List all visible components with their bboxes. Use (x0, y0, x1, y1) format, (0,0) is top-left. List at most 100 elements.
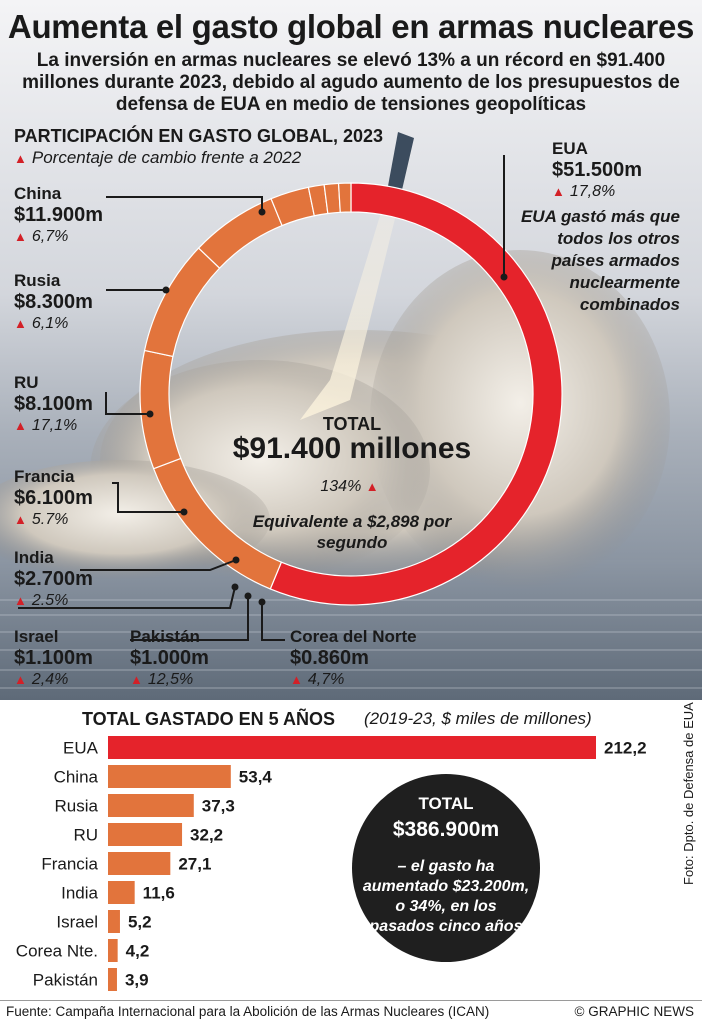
bar-value-rusia: 37,3 (202, 797, 235, 816)
bar-label-pakistan: Pakistán (33, 971, 98, 990)
donut-total-note: Equivalente a $2,898 por segundo (252, 512, 452, 552)
bar-india (108, 881, 135, 904)
bar-label-francia: Francia (41, 855, 98, 874)
amount-francia: $6.100m (14, 487, 93, 509)
amount-pakistan: $1.000m (130, 647, 209, 669)
donut-total-change: 134% ▲ (320, 478, 379, 495)
country-name-ru: RU (14, 373, 39, 392)
leader-line-ru (105, 392, 150, 415)
up-triangle-icon: ▲ (14, 229, 27, 244)
legend-note-text: Porcentaje de cambio frente a 2022 (31, 148, 302, 167)
country-name-pakistan: Pakistán (130, 627, 200, 646)
change-rusia: ▲ 6,1% (14, 315, 69, 332)
leader-line-pakistan (130, 596, 249, 641)
bar-value-china: 53,4 (239, 768, 273, 787)
leader-dot-corea-del-norte (258, 598, 266, 606)
bar-value-israel: 5,2 (128, 913, 152, 932)
leader-line-israel (18, 586, 236, 609)
bar-value-francia: 27,1 (178, 855, 211, 874)
bar-value-corea-nte: 4,2 (126, 942, 150, 961)
change-pakistan: ▲ 12,5% (130, 671, 194, 688)
leader-lines (18, 155, 505, 641)
label-israel: Israel $1.100m ▲ 2,4% (14, 626, 93, 690)
five-year-total-note: – el gasto ha aumentado $23.200m, o 34%,… (362, 858, 530, 935)
bar-ru (108, 823, 183, 846)
label-pakistan: Pakistán $1.000m ▲ 12,5% (130, 626, 209, 690)
bar-label-eua: EUA (63, 739, 99, 758)
bar-china (108, 765, 231, 788)
bar-value-pakistan: 3,9 (125, 971, 149, 990)
donut-slice-ru (143, 247, 221, 358)
brand-credit: © GRAPHIC NEWS (574, 1004, 694, 1019)
change-ru: ▲ 17,1% (14, 417, 78, 434)
donut-slices (139, 182, 563, 606)
amount-corea-del-norte: $0.860m (290, 647, 369, 669)
donut-slice-eua (269, 182, 563, 606)
bar-eua (108, 736, 596, 759)
leader-dot-francia (180, 508, 188, 516)
change-francia: ▲ 5.7% (14, 511, 69, 528)
label-eua: EUA $51.500m ▲ 17,8% (552, 138, 642, 202)
leader-dot-pakistan (244, 592, 252, 600)
change-eua: ▲ 17,8% (552, 183, 616, 200)
change-israel: ▲ 2,4% (14, 671, 69, 688)
bar-value-eua: 212,2 (604, 739, 647, 758)
change-india: ▲ 2.5% (14, 592, 69, 609)
infographic-subtitle: La inversión en armas nucleares se elevó… (22, 50, 680, 115)
country-name-china: China (14, 184, 62, 203)
label-ru: RU $8.100m ▲ 17,1% (14, 372, 93, 436)
donut-total-label: TOTAL (322, 414, 382, 434)
usa-annotation: EUA gastó más que todos los otros países… (520, 207, 680, 314)
five-year-total-circle: TOTAL $386.900m – el gasto ha aumentado … (352, 774, 540, 962)
bar-israel (108, 910, 120, 933)
label-corea-del-norte: Corea del Norte $0.860m ▲ 4,7% (290, 626, 417, 690)
leader-dot-india (232, 556, 240, 564)
bar-label-corea-nte: Corea Nte. (16, 942, 98, 961)
bar-corea-nte (108, 939, 118, 962)
up-triangle-icon: ▲ (14, 672, 27, 687)
five-year-bar-chart: EUA 212,2 China 53,4 Rusia 37,3 RU 32,2 Francia 2… (16, 736, 647, 991)
label-rusia: Rusia $8.300m ▲ 6,1% (14, 270, 93, 334)
photo-credit-text: Foto: Dpto. de Defensa de EUA (681, 702, 696, 885)
label-francia: Francia $6.100m ▲ 5.7% (14, 466, 93, 530)
bar-label-india: India (61, 884, 98, 903)
amount-israel: $1.100m (14, 647, 93, 669)
source-note: Fuente: Campaña Internacional para la Ab… (6, 1004, 490, 1019)
amount-china: $11.900m (14, 204, 103, 226)
footer: Fuente: Campaña Internacional para la Ab… (0, 1000, 702, 1024)
leader-line-francia (112, 482, 184, 513)
donut-slice-francia (197, 197, 283, 269)
bar-label-rusia: Rusia (55, 797, 99, 816)
change-corea-del-norte: ▲ 4,7% (290, 671, 345, 688)
amount-ru: $8.100m (14, 393, 93, 415)
up-triangle-icon: ▲ (290, 672, 303, 687)
leader-dot-israel (231, 583, 239, 591)
leader-dot-eua (500, 273, 508, 281)
up-triangle-icon: ▲ (130, 672, 143, 687)
up-triangle-icon: ▲ (552, 184, 565, 199)
country-name-rusia: Rusia (14, 271, 61, 290)
leader-line-india (80, 559, 237, 571)
share-section-title: PARTICIPACIÓN EN GASTO GLOBAL, 2023 (14, 126, 384, 146)
up-triangle-icon: ▲ (14, 593, 27, 608)
leader-dot-rusia (162, 286, 170, 294)
up-triangle-icon: ▲ (365, 479, 379, 494)
five-year-total-label: TOTAL (418, 794, 474, 813)
five-year-section-note: (2019-23, $ miles de millones) (364, 709, 592, 728)
bar-label-israel: Israel (56, 913, 98, 932)
up-triangle-icon: ▲ (14, 512, 27, 527)
country-name-corea-del-norte: Corea del Norte (290, 627, 417, 646)
leader-dot-ru (146, 410, 154, 418)
up-triangle-icon: ▲ (14, 418, 27, 433)
label-india: India $2.700m ▲ 2.5% (14, 547, 93, 611)
bar-label-ru: RU (73, 826, 98, 845)
bar-value-india: 11,6 (143, 884, 175, 903)
bar-rusia (108, 794, 194, 817)
leader-line-corea-del-norte (261, 602, 285, 641)
five-year-total-value: $386.900m (392, 818, 500, 841)
leader-dot-china (258, 208, 266, 216)
leader-dots (146, 208, 508, 606)
five-year-section-title: TOTAL GASTADO EN 5 AÑOS (82, 709, 336, 729)
amount-rusia: $8.300m (14, 291, 93, 313)
